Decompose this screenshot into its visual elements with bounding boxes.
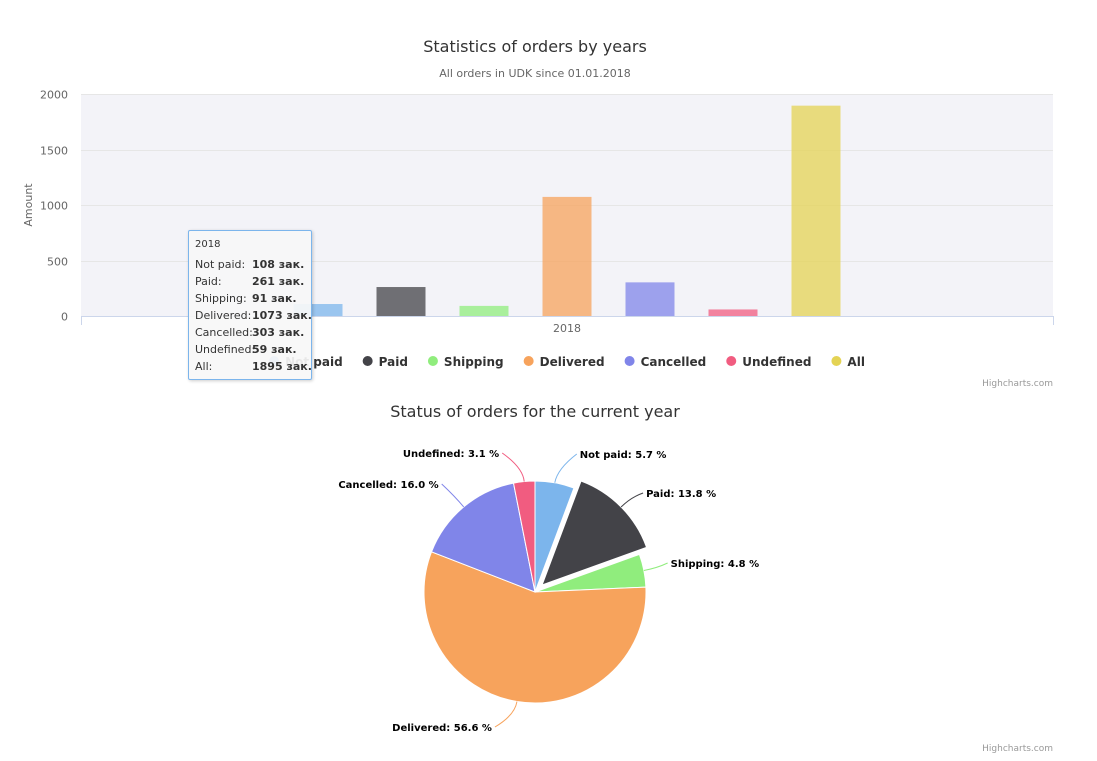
tooltip-row-value: 261 зак. <box>252 275 305 288</box>
legend-label: Shipping <box>444 355 504 369</box>
tooltip-row: Undefined: 59 зак. <box>195 341 305 358</box>
tooltip-row-value: 303 зак. <box>252 326 305 339</box>
bar-shipping[interactable] <box>459 305 509 316</box>
bar-all[interactable] <box>791 105 841 316</box>
tooltip-row: All: 1895 зак. <box>195 358 312 375</box>
bar-paid[interactable] <box>376 287 426 316</box>
legend-item-shipping[interactable]: Shipping <box>427 355 504 369</box>
bar-delivered[interactable] <box>542 196 592 316</box>
tooltip-row-value: 91 зак. <box>252 292 297 305</box>
pie-chart-title: Status of orders for the current year <box>390 402 680 421</box>
pie-connector <box>494 701 518 728</box>
y-tick-label: 500 <box>47 256 68 269</box>
bar-chart-credits[interactable]: Highcharts.com <box>982 379 1053 389</box>
legend-symbol <box>831 356 842 366</box>
legend-item-undefined[interactable]: Undefined <box>726 355 811 369</box>
pie-connector <box>441 483 465 508</box>
pie-chart-credits[interactable]: Highcharts.com <box>982 744 1053 754</box>
bar-cancelled[interactable] <box>625 282 675 316</box>
bar-chart: Statistics of orders by years All orders… <box>22 37 1054 389</box>
tooltip-header: 2018 <box>195 239 221 250</box>
tooltip-row: Shipping: 91 зак. <box>195 290 305 307</box>
legend-item-all[interactable]: All <box>831 355 865 369</box>
bar-series[interactable] <box>293 105 841 316</box>
pie-slice-undefined[interactable] <box>512 480 536 593</box>
pie-data-label: Paid: 13.8 % <box>646 489 716 500</box>
pie-data-label: Shipping: 4.8 % <box>671 559 759 570</box>
bar-not-paid[interactable] <box>293 304 343 316</box>
legend[interactable]: Not paid Paid Shipping Delivered Cancelled Un… <box>269 355 865 369</box>
y-axis-title: Amount <box>22 183 35 227</box>
tooltip-row-value: 108 зак. <box>252 258 305 271</box>
tooltip-row-label: Cancelled: <box>195 326 253 339</box>
pie-data-labels: Not paid: 5.7 % Paid: 13.8 % Shipping: 4.8… <box>338 449 759 734</box>
pie-data-label: Delivered: 56.6 % <box>392 723 492 734</box>
bar-tooltip: 2018 Not paid: 108 зак. Paid: 261 зак. Shipp… <box>188 230 312 380</box>
pie-data-label: Not paid: 5.7 % <box>580 450 667 461</box>
y-tick-label: 0 <box>61 311 68 324</box>
tooltip-row-value: 1895 зак. <box>252 360 312 373</box>
legend-symbol <box>624 356 635 366</box>
legend-label: Cancelled <box>641 355 707 369</box>
pie-chart: Status of orders for the current year No… <box>338 402 1053 754</box>
y-tick-label: 2000 <box>40 89 68 102</box>
legend-label: Paid <box>379 355 408 369</box>
tooltip-row-label: All: <box>195 360 213 373</box>
pie-data-label: Undefined: 3.1 % <box>403 449 499 460</box>
tooltip-row: Not paid: 108 зак. <box>195 256 305 273</box>
legend-symbol <box>726 356 737 366</box>
x-axis-category-label: 2018 <box>553 322 581 335</box>
pie-connector <box>643 562 668 572</box>
legend-symbol <box>523 356 534 366</box>
tooltip-row-label: Not paid: <box>195 258 246 271</box>
bar-undefined[interactable] <box>708 309 758 316</box>
legend-symbol <box>362 356 373 366</box>
legend-label: Undefined <box>742 355 811 369</box>
tooltip-row-label: Shipping: <box>195 292 247 305</box>
bar-chart-title: Statistics of orders by years <box>423 37 647 56</box>
tooltip-rows: Not paid: 108 зак. Paid: 261 зак. Shipping: 9… <box>195 256 312 375</box>
legend-item-delivered[interactable]: Delivered <box>523 355 605 369</box>
tooltip-row: Delivered: 1073 зак. <box>195 307 312 324</box>
y-axis-ticks: 0 500 1000 1500 2000 <box>40 89 68 324</box>
legend-label: Delivered <box>540 355 605 369</box>
pie-connector <box>554 453 578 483</box>
pie-slice-cancelled[interactable] <box>430 482 536 593</box>
tooltip-row-value: 59 зак. <box>252 343 297 356</box>
pie-connector <box>501 452 525 482</box>
y-tick-label: 1000 <box>40 200 68 213</box>
tooltip-row-value: 1073 зак. <box>252 309 312 322</box>
legend-label: All <box>847 355 865 369</box>
pie-slices[interactable] <box>423 480 648 704</box>
tooltip-row: Cancelled: 303 зак. <box>195 324 305 341</box>
tooltip-row-label: Undefined: <box>195 343 256 356</box>
legend-symbol <box>427 356 438 366</box>
legend-item-paid[interactable]: Paid <box>362 355 408 369</box>
pie-slice-delivered[interactable] <box>423 551 647 704</box>
tooltip-row-label: Delivered: <box>195 309 252 322</box>
tooltip-row-label: Paid: <box>195 275 222 288</box>
pie-connector <box>620 492 644 508</box>
legend-item-cancelled[interactable]: Cancelled <box>624 355 707 369</box>
pie-slice-paid[interactable] <box>541 480 648 586</box>
pie-data-label: Cancelled: 16.0 % <box>338 480 438 491</box>
bar-chart-subtitle: All orders in UDK since 01.01.2018 <box>439 67 631 80</box>
y-tick-label: 1500 <box>40 145 68 158</box>
tooltip-row: Paid: 261 зак. <box>195 273 305 290</box>
